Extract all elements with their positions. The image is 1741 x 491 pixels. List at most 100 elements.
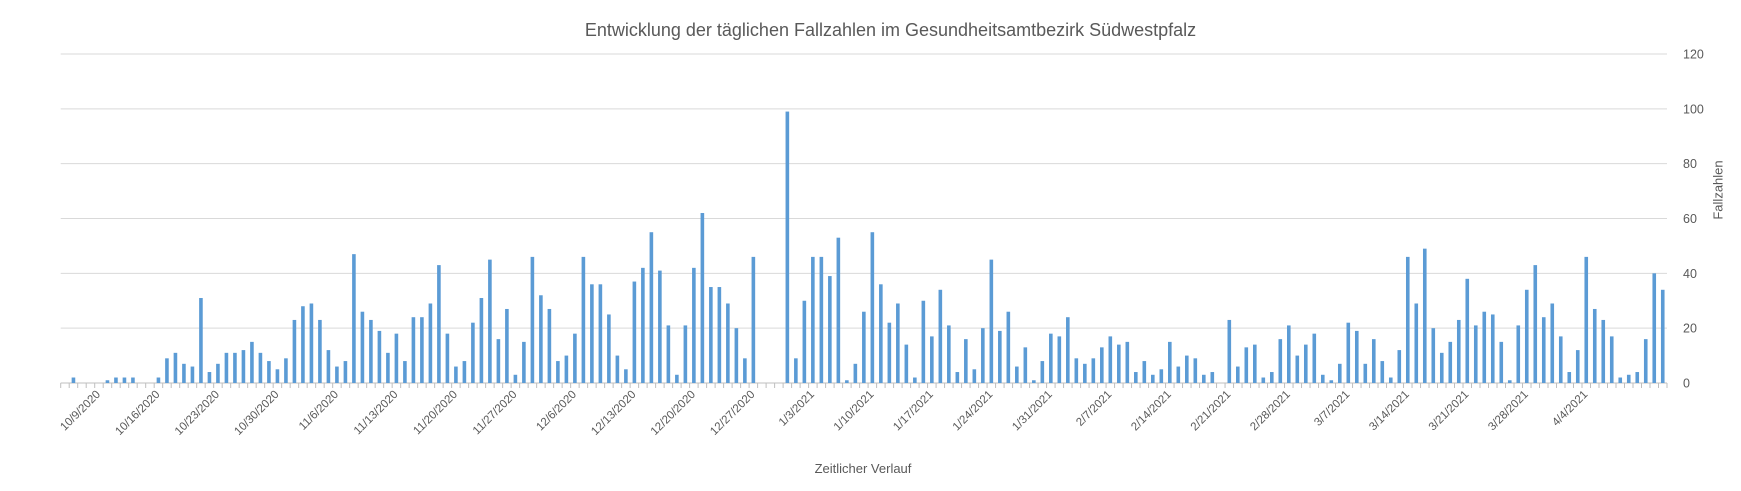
bar xyxy=(989,259,994,383)
bar xyxy=(479,298,484,383)
bar xyxy=(1151,374,1155,383)
bar xyxy=(1618,377,1623,383)
bar xyxy=(309,303,314,383)
bar xyxy=(326,350,331,383)
bar xyxy=(1626,374,1631,383)
bar xyxy=(454,366,458,383)
bar xyxy=(862,311,866,383)
x-tick-label: 11/27/2020 xyxy=(471,389,520,438)
bar xyxy=(819,256,824,383)
bar xyxy=(743,358,747,383)
bar xyxy=(1125,341,1130,383)
bar xyxy=(1575,350,1580,383)
x-tick-label: 1/31/2021 xyxy=(1010,389,1055,434)
bar xyxy=(1516,325,1521,383)
y-tick-label: 80 xyxy=(1683,157,1697,171)
bar xyxy=(1541,317,1546,383)
y-tick-label: 100 xyxy=(1683,102,1704,116)
bar xyxy=(343,361,348,383)
bar xyxy=(156,377,161,383)
bar xyxy=(258,352,263,383)
bar xyxy=(1108,336,1113,383)
bar xyxy=(216,363,220,383)
bar xyxy=(471,322,475,383)
bar xyxy=(318,319,322,383)
x-tick-label: 4/4/2021 xyxy=(1550,389,1590,429)
bar xyxy=(122,377,127,383)
bar xyxy=(1168,341,1172,383)
bar xyxy=(1499,341,1504,383)
bar xyxy=(726,303,730,383)
bar xyxy=(581,256,586,383)
bar xyxy=(1584,256,1589,383)
x-tick-label: 3/28/2021 xyxy=(1486,389,1531,434)
bar xyxy=(190,366,195,383)
x-tick-label: 1/24/2021 xyxy=(951,389,996,434)
bar xyxy=(352,254,356,383)
bar xyxy=(1227,319,1232,383)
bar xyxy=(921,300,926,383)
bar xyxy=(879,284,883,383)
bar xyxy=(1142,361,1147,383)
bar xyxy=(615,355,620,383)
bar xyxy=(1312,333,1317,383)
x-tick-label: 2/7/2021 xyxy=(1074,389,1114,429)
bar xyxy=(998,330,1002,383)
bar xyxy=(794,358,798,383)
bar xyxy=(1473,325,1478,383)
bar xyxy=(267,361,271,383)
bar xyxy=(1006,311,1011,383)
x-tick-label: 11/20/2020 xyxy=(411,389,460,438)
bar xyxy=(224,352,229,383)
bar xyxy=(182,363,186,383)
bar xyxy=(1490,314,1495,383)
bar xyxy=(658,270,662,383)
bar xyxy=(1066,317,1070,383)
bar xyxy=(1040,361,1045,383)
bar xyxy=(1074,358,1079,383)
bar xyxy=(275,369,280,383)
bar xyxy=(1609,336,1614,383)
x-tick-label: 1/3/2021 xyxy=(777,389,817,429)
x-tick-label: 3/7/2021 xyxy=(1312,389,1352,429)
bar xyxy=(1117,344,1121,383)
bar xyxy=(1507,380,1512,383)
bar xyxy=(1354,330,1359,383)
bar xyxy=(709,287,713,383)
bar xyxy=(598,284,603,383)
y-tick-label: 40 xyxy=(1683,267,1697,281)
bar xyxy=(488,259,492,383)
bar xyxy=(1448,341,1453,383)
bar xyxy=(250,341,254,383)
bar xyxy=(496,339,501,383)
y-axis-label: Fallzahlen xyxy=(1710,160,1726,220)
x-tick-label: 10/9/2020 xyxy=(58,389,103,434)
bar xyxy=(1015,366,1019,383)
bar xyxy=(284,358,288,383)
bar xyxy=(1558,336,1563,383)
bar xyxy=(1635,372,1640,383)
x-axis-label: Zeitlicher Verlauf xyxy=(814,461,912,476)
bar xyxy=(403,361,407,383)
bar xyxy=(1524,289,1529,383)
x-tick-label: 2/21/2021 xyxy=(1189,389,1234,434)
bar xyxy=(360,311,365,383)
bar xyxy=(624,369,628,383)
bar xyxy=(547,308,552,383)
bar xyxy=(870,232,875,383)
bar xyxy=(1363,363,1368,383)
bar xyxy=(165,358,169,383)
bar xyxy=(513,374,518,383)
bar xyxy=(734,328,739,383)
bar xyxy=(1032,380,1036,383)
bar xyxy=(1176,366,1181,383)
x-tick-label: 1/17/2021 xyxy=(891,389,936,434)
bar xyxy=(335,366,339,383)
y-tick-label: 120 xyxy=(1683,48,1704,62)
bar xyxy=(964,339,968,383)
bar xyxy=(1592,308,1597,383)
bar xyxy=(641,267,645,383)
x-tick-label: 10/23/2020 xyxy=(173,389,222,438)
bar xyxy=(556,361,560,383)
